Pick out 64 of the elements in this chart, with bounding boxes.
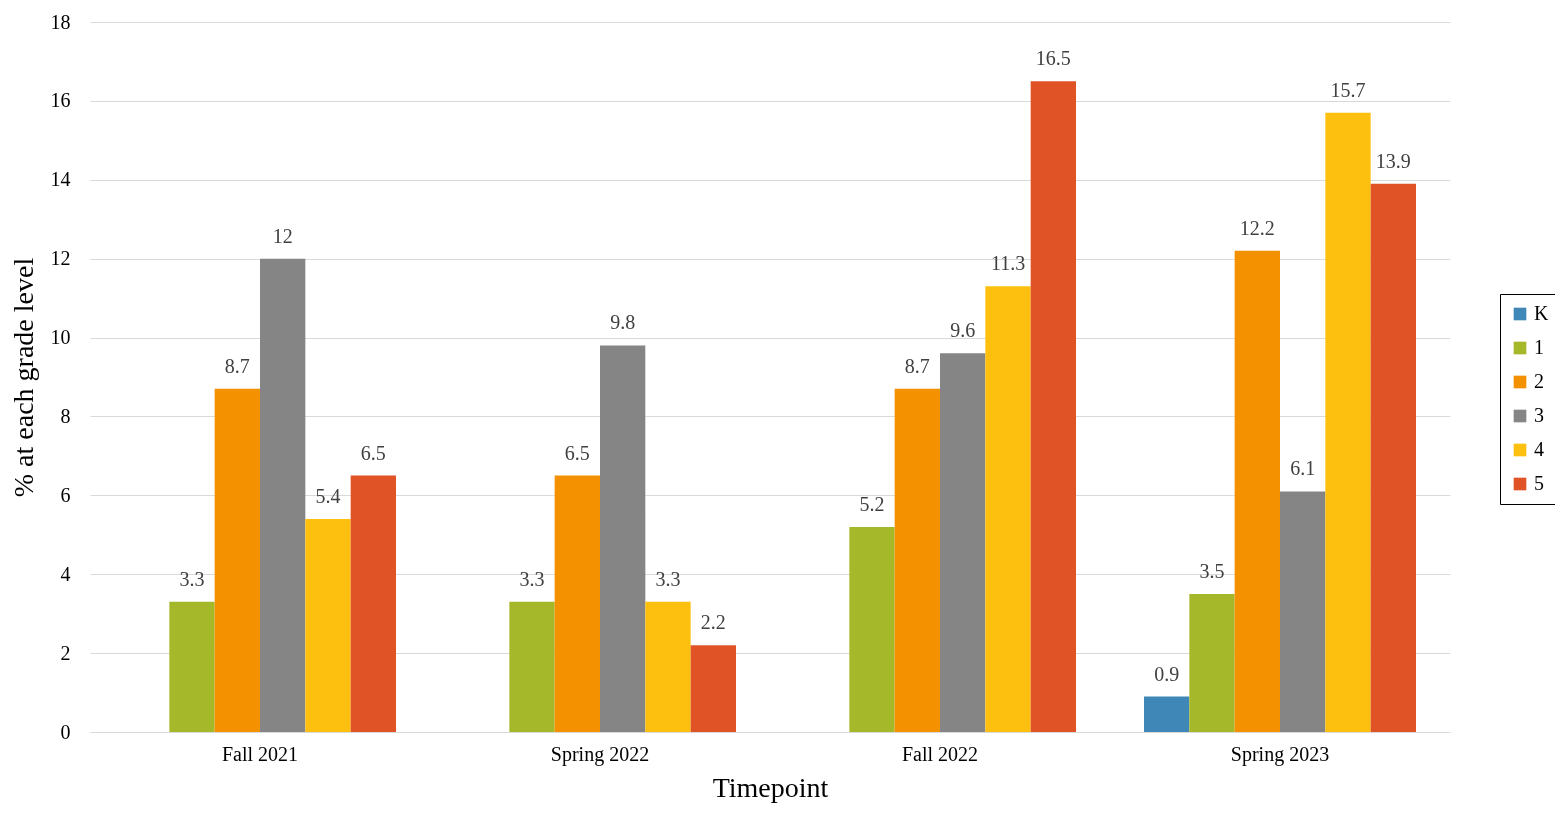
y-axis-title: % at each grade level [7, 257, 39, 498]
legend-label: 3 [1534, 404, 1544, 426]
bar [1189, 593, 1235, 732]
data-label: 5.4 [315, 485, 341, 507]
bar [1280, 491, 1326, 732]
data-label: 2.2 [700, 611, 726, 634]
legend-label: K [1534, 302, 1549, 324]
x-tick-label: Spring 2022 [550, 742, 650, 766]
data-label: 5.2 [859, 492, 885, 515]
y-tick-label: 6 [60, 483, 71, 506]
legend-label: 1 [1534, 336, 1544, 358]
data-label: 0.9 [1154, 662, 1180, 685]
data-label: 3.3 [655, 567, 681, 590]
data-label: 9.6 [950, 319, 976, 342]
data-label: 8.7 [904, 354, 930, 377]
legend-label: 4 [1534, 438, 1544, 460]
data-label: 13.9 [1375, 149, 1411, 172]
data-label: 3.3 [179, 567, 205, 590]
y-tick-label: 14 [50, 168, 71, 191]
data-label: 15.7 [1330, 78, 1366, 101]
y-tick-label: 16 [50, 89, 71, 112]
bar [985, 286, 1031, 732]
bar [305, 519, 351, 732]
bar [690, 645, 736, 732]
y-tick-label: 0 [60, 720, 71, 743]
legend-label: 2 [1534, 370, 1544, 392]
bar [940, 353, 986, 732]
y-tick-label: 12 [50, 247, 71, 270]
y-tick-label: 4 [60, 562, 71, 585]
y-tick-label: 2 [60, 641, 71, 664]
data-label: 8.7 [224, 354, 250, 377]
y-tick-label: 10 [50, 326, 71, 349]
y-tick-label: 8 [60, 404, 71, 427]
bar [509, 601, 555, 732]
data-label: 11.3 [990, 252, 1026, 275]
bar [1325, 112, 1371, 732]
bar [554, 475, 600, 732]
bar [1370, 183, 1416, 732]
data-label: 12 [272, 224, 293, 247]
data-label: 6.5 [564, 441, 590, 464]
legend-label: 5 [1534, 472, 1544, 494]
bar [1030, 81, 1076, 732]
data-label: 16.5 [1035, 47, 1071, 70]
bar [214, 388, 260, 732]
y-tick-label: 18 [50, 10, 71, 33]
data-label: 3.3 [519, 567, 545, 590]
data-label: 9.8 [610, 311, 636, 334]
bar [1234, 250, 1280, 732]
bar [894, 388, 940, 732]
bar [849, 526, 895, 732]
bar [1144, 696, 1190, 732]
x-tick-label: Fall 2021 [221, 742, 299, 765]
x-axis-title: Timepoint [712, 771, 829, 803]
bar [350, 475, 396, 732]
bar [169, 601, 215, 732]
data-label: 6.5 [360, 441, 386, 464]
bar [645, 601, 691, 732]
data-label: 6.1 [1290, 457, 1316, 480]
bar [600, 345, 646, 732]
x-tick-label: Spring 2023 [1230, 742, 1330, 766]
data-label: 12.2 [1239, 216, 1275, 239]
x-tick-label: Fall 2022 [901, 742, 979, 765]
data-label: 3.5 [1199, 559, 1225, 582]
bar [260, 258, 306, 732]
